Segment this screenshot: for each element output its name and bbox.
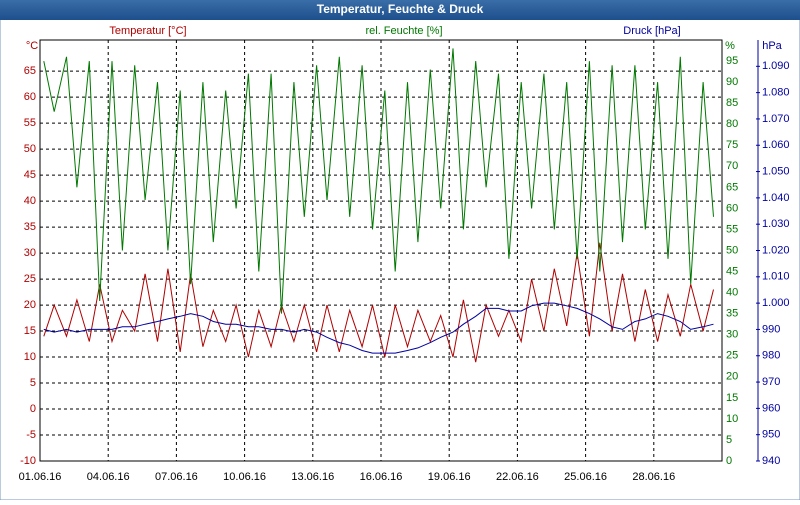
- y2-tick-label: 40: [726, 287, 738, 299]
- y-tick-label: 60: [24, 91, 36, 103]
- x-tick-label: 16.06.16: [360, 471, 403, 483]
- y2-tick-label: 55: [726, 223, 738, 235]
- y2-tick-label: 25: [726, 350, 738, 362]
- y3-tick-label: 950: [762, 429, 780, 441]
- y-tick-label: 55: [24, 117, 36, 129]
- series-line: [43, 242, 714, 363]
- y3-tick-label: 1.040: [762, 192, 790, 204]
- y2-tick-label: 95: [726, 55, 738, 67]
- y-tick-label: -10: [20, 455, 36, 467]
- y3-tick-label: 1.070: [762, 113, 790, 125]
- y2-tick-label: 45: [726, 265, 738, 277]
- y2-tick-label: 15: [726, 392, 738, 404]
- y-tick-label: 5: [30, 377, 36, 389]
- title-bar: [0, 0, 800, 20]
- series-line: [43, 302, 714, 354]
- plot-border: [39, 39, 723, 462]
- y2-tick-label: 0: [726, 455, 732, 467]
- y-axis-unit: °C: [26, 40, 38, 52]
- y2-tick-label: 35: [726, 308, 738, 320]
- x-tick-label: 28.06.16: [632, 471, 675, 483]
- x-tick-label: 19.06.16: [428, 471, 471, 483]
- x-tick-label: 10.06.16: [223, 471, 266, 483]
- y2-tick-label: 90: [726, 76, 738, 88]
- y3-tick-label: 1.020: [762, 244, 790, 256]
- y2-tick-label: 70: [726, 160, 738, 172]
- y3-tick-label: 1.060: [762, 139, 790, 151]
- y3-tick-label: 960: [762, 402, 780, 414]
- y2-tick-label: 80: [726, 118, 738, 130]
- y3-tick-label: 1.050: [762, 165, 790, 177]
- x-tick-label: 13.06.16: [291, 471, 334, 483]
- y-tick-label: 10: [24, 351, 36, 363]
- x-tick-label: 07.06.16: [155, 471, 198, 483]
- y2-tick-label: 50: [726, 244, 738, 256]
- y3-tick-label: 1.010: [762, 271, 790, 283]
- y2-axis-unit: %: [725, 40, 735, 52]
- y2-tick-label: 60: [726, 202, 738, 214]
- y2-tick-label: 5: [726, 434, 732, 446]
- chart-title: Temperatur, Feuchte & Druck: [317, 2, 484, 16]
- y3-tick-label: 980: [762, 350, 780, 362]
- y-tick-label: 45: [24, 169, 36, 181]
- y3-tick-label: 1.030: [762, 218, 790, 230]
- y-tick-label: 25: [24, 273, 36, 285]
- y3-axis-unit: hPa: [762, 40, 782, 52]
- y2-tick-label: 75: [726, 139, 738, 151]
- y-tick-label: 30: [24, 247, 36, 259]
- y-tick-label: 40: [24, 195, 36, 207]
- series-label: rel. Feuchte [%]: [365, 25, 442, 37]
- x-tick-label: 25.06.16: [564, 471, 607, 483]
- y3-tick-label: 1.000: [762, 297, 790, 309]
- y-tick-label: -5: [26, 429, 36, 441]
- y-tick-label: 0: [30, 403, 36, 415]
- y-tick-label: 50: [24, 143, 36, 155]
- y2-tick-label: 85: [726, 97, 738, 109]
- y3-tick-label: 970: [762, 376, 780, 388]
- x-tick-label: 04.06.16: [87, 471, 130, 483]
- y-tick-label: 20: [24, 299, 36, 311]
- series-line: [43, 48, 714, 314]
- y2-tick-label: 30: [726, 329, 738, 341]
- x-tick-label: 01.06.16: [19, 471, 62, 483]
- y3-tick-label: 1.090: [762, 60, 790, 72]
- y3-tick-label: 990: [762, 323, 780, 335]
- y3-tick-label: 1.080: [762, 87, 790, 99]
- x-tick-label: 22.06.16: [496, 471, 539, 483]
- y2-tick-label: 10: [726, 413, 738, 425]
- y2-tick-label: 65: [726, 181, 738, 193]
- y3-tick-label: 940: [762, 455, 780, 467]
- y2-tick-label: 20: [726, 371, 738, 383]
- series-label: Temperatur [°C]: [109, 25, 186, 37]
- y-tick-label: 35: [24, 221, 36, 233]
- series-label: Druck [hPa]: [623, 25, 680, 37]
- y-tick-label: 65: [24, 65, 36, 77]
- y-tick-label: 15: [24, 325, 36, 337]
